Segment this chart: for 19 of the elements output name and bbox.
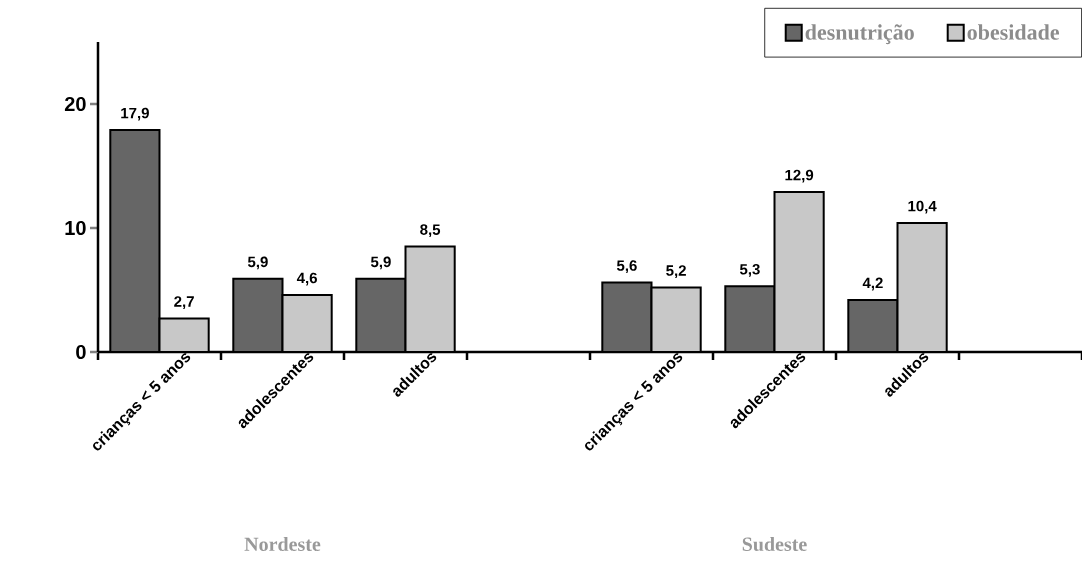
data-label: 5,9 xyxy=(247,256,268,270)
y-tick-label: 10 xyxy=(65,220,86,236)
text: Sudeste xyxy=(742,536,807,552)
text: Nordeste xyxy=(244,536,321,552)
data-label: 8,5 xyxy=(420,224,441,238)
data-label: 17,9 xyxy=(121,107,149,121)
y-tick-label: 20 xyxy=(64,96,86,112)
data-label: 5,6 xyxy=(616,260,637,274)
data-label: 5,2 xyxy=(666,265,686,279)
data-label: 4,6 xyxy=(296,272,317,286)
data-label: 10,4 xyxy=(908,200,937,214)
data-label: 2,7 xyxy=(174,296,194,310)
data-label: 5,9 xyxy=(370,256,391,270)
legend-label: obesidade xyxy=(967,24,1060,40)
data-label: 12,9 xyxy=(785,169,814,183)
data-label: 4,2 xyxy=(862,277,883,291)
y-tick-label: 0 xyxy=(76,344,86,360)
data-label: 5,3 xyxy=(739,263,760,277)
legend-label: desnutrição xyxy=(805,24,914,45)
